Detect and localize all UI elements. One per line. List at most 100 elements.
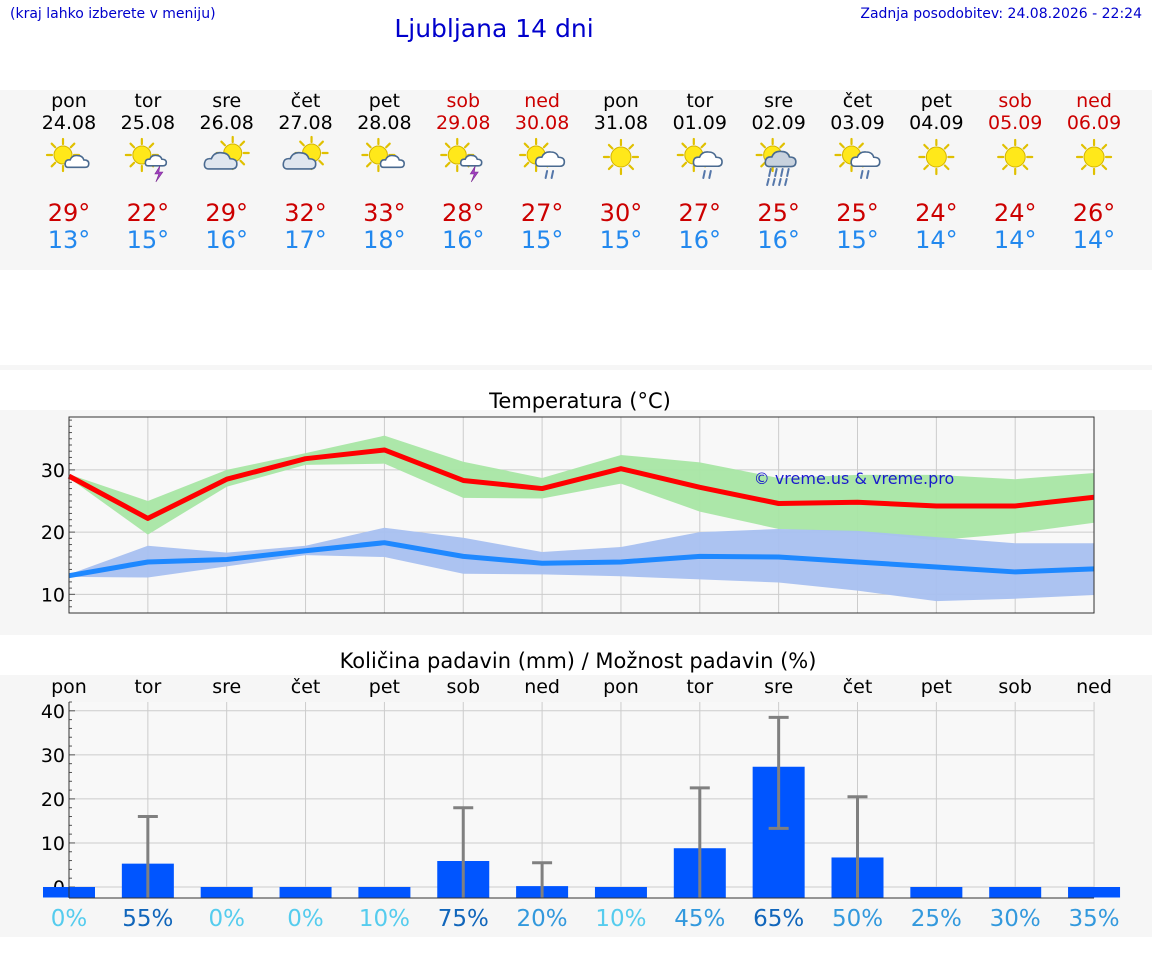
- day-name: pet: [369, 90, 400, 112]
- location-hint[interactable]: (kraj lahko izberete v meniju): [10, 6, 216, 22]
- page-title: Ljubljana 14 dni: [394, 14, 594, 43]
- lightning-bolt: [154, 165, 164, 183]
- y-tick-label: 30: [41, 745, 65, 767]
- temp-min: 14°: [1073, 226, 1116, 254]
- precip-probability: 0%: [208, 906, 245, 932]
- day-date: 05.09: [988, 112, 1042, 134]
- temp-max: 25°: [757, 199, 800, 227]
- day-name: sre: [212, 90, 241, 112]
- y-tick-label: 40: [41, 701, 65, 723]
- temp-min: 14°: [994, 226, 1037, 254]
- day-name: čet: [843, 90, 873, 112]
- sun-cloud-heavy-rain-icon: [755, 137, 797, 186]
- rain-drop: [766, 178, 770, 186]
- temp-max: 28°: [442, 199, 485, 227]
- sun-ray: [318, 140, 324, 147]
- sun-ray: [1022, 164, 1029, 171]
- sun-ray: [299, 140, 305, 147]
- sun-ray: [523, 142, 530, 149]
- tmax-line: [67, 447, 1095, 521]
- sun-ray: [365, 161, 372, 168]
- sun-disc: [925, 146, 947, 168]
- cloud-shape: [203, 151, 238, 170]
- rain-drop: [768, 168, 772, 177]
- cloud-shape: [534, 151, 566, 168]
- day-axis-label: čet: [291, 676, 321, 698]
- day-date: 25.08: [121, 112, 175, 134]
- sun-ray: [607, 143, 614, 150]
- sun-ray: [607, 164, 614, 171]
- sun-ray: [943, 143, 950, 150]
- sun-ray: [681, 161, 688, 168]
- rain-drop: [702, 170, 706, 179]
- day-axis-label: sre: [212, 676, 241, 698]
- day-date: 27.08: [278, 112, 332, 134]
- sun-ray: [943, 164, 950, 171]
- sun-ray: [148, 142, 155, 149]
- precip-probability: 50%: [832, 906, 883, 932]
- temp-max: 25°: [836, 199, 879, 227]
- rain-drop: [550, 170, 555, 179]
- day-date: 03.09: [830, 112, 884, 134]
- temp-min: 15°: [600, 226, 643, 254]
- sun-ray: [779, 142, 786, 149]
- sun-ray: [1080, 143, 1087, 150]
- precip-probability: 75%: [438, 906, 489, 932]
- sun-ray: [1022, 143, 1029, 150]
- precip-bar: [358, 886, 411, 898]
- sun-icon: [997, 138, 1034, 176]
- sun-behind-cloud-icon: [203, 135, 250, 171]
- day-axis-label: sob: [446, 676, 480, 698]
- day-date: 06.09: [1067, 112, 1121, 134]
- sun-ray: [858, 142, 864, 149]
- temp-max: 29°: [205, 199, 248, 227]
- day-date: 02.09: [751, 112, 805, 134]
- y-tick-label: 20: [41, 789, 65, 811]
- precip-bar: [279, 886, 332, 898]
- cloud-shape: [764, 150, 797, 168]
- cloud-shape: [379, 154, 405, 169]
- precip-bar: [200, 886, 253, 898]
- sun-ray: [239, 159, 246, 166]
- precip-bar: [594, 886, 647, 898]
- lightning-bolt: [469, 165, 479, 183]
- day-name: ned: [524, 90, 560, 112]
- precip-probability: 30%: [990, 906, 1041, 932]
- sun-ray: [923, 164, 929, 171]
- day-date: 04.09: [909, 112, 963, 134]
- rain-drop: [544, 170, 549, 179]
- temp-max: 29°: [48, 199, 91, 227]
- day-name: ned: [1076, 90, 1112, 112]
- tmax-range-band: [69, 435, 1095, 541]
- temp-min: 15°: [836, 226, 879, 254]
- temp-min: 14°: [915, 226, 958, 254]
- day-date: 31.08: [594, 112, 648, 134]
- day-axis-label: ned: [1076, 676, 1112, 698]
- day-axis-label: čet: [843, 676, 873, 698]
- sun-ray: [129, 161, 136, 168]
- precip-probability: 0%: [51, 906, 88, 932]
- sun-ray: [1002, 143, 1008, 150]
- day-date: 29.08: [436, 112, 490, 134]
- temp-max: 32°: [284, 199, 327, 227]
- rain-drop: [786, 168, 790, 177]
- rain-drop: [774, 168, 778, 177]
- sun-icon: [918, 138, 955, 176]
- day-date: 30.08: [515, 112, 569, 134]
- day-axis-label: pon: [51, 676, 87, 698]
- sun-ray: [444, 161, 451, 168]
- separator-band: [0, 365, 1152, 370]
- sun-ray: [681, 142, 688, 149]
- temp-min: 15°: [127, 226, 170, 254]
- watermark: © vreme.us & vreme.pro: [754, 469, 955, 488]
- sun-ray: [700, 142, 707, 149]
- temp-min: 15°: [521, 226, 564, 254]
